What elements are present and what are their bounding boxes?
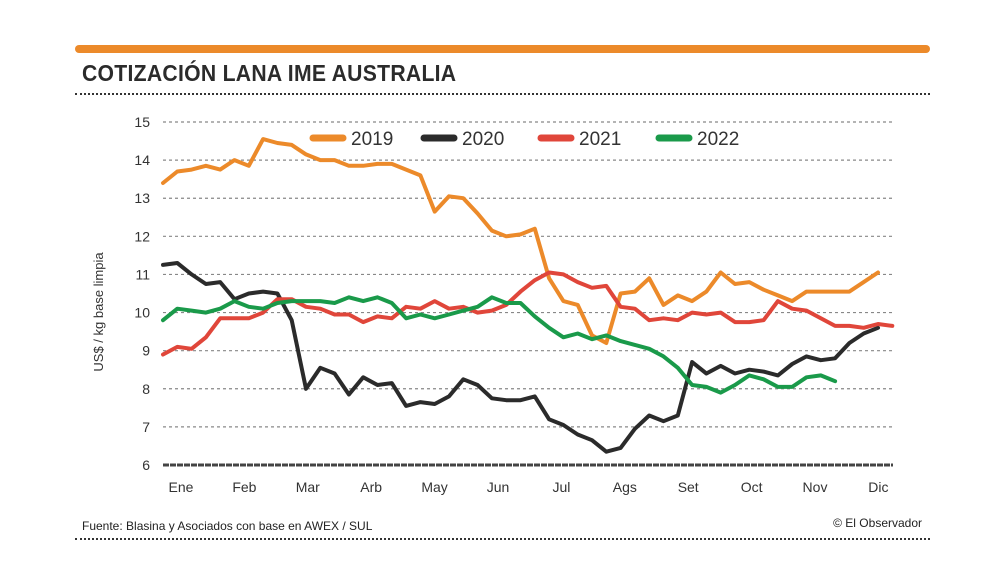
x-tick-label: Set bbox=[678, 479, 699, 495]
x-tick-label: Ene bbox=[169, 479, 194, 495]
series-lines bbox=[161, 137, 895, 454]
source-note: Fuente: Blasina y Asociados con base en … bbox=[82, 519, 373, 533]
y-tick-label: 6 bbox=[142, 457, 150, 473]
y-tick-label: 15 bbox=[134, 114, 150, 130]
x-tick-label: Mar bbox=[296, 479, 320, 495]
x-tick-labels: Ene Feb Mar Arb May Jun Jul Ags Set Oct Nov Dic bbox=[169, 479, 889, 495]
x-tick-label: Ags bbox=[613, 479, 637, 495]
x-tick-label: Jul bbox=[552, 479, 570, 495]
credit: © El Observador bbox=[833, 516, 922, 530]
x-tick-label: Feb bbox=[232, 479, 256, 495]
x-tick-label: Dic bbox=[868, 479, 888, 495]
chart-title: COTIZACIÓN LANA IME AUSTRALIA bbox=[82, 60, 457, 86]
y-tick-labels: 6 7 8 9 10 11 12 13 14 15 bbox=[134, 114, 150, 473]
y-tick-label: 10 bbox=[134, 305, 150, 321]
series-line-2019 bbox=[161, 137, 880, 345]
x-tick-label: Oct bbox=[741, 479, 763, 495]
legend-label-2019: 2019 bbox=[351, 129, 393, 150]
gridlines bbox=[163, 121, 893, 467]
y-tick-label: 14 bbox=[134, 152, 150, 168]
y-tick-label: 9 bbox=[142, 343, 150, 359]
x-tick-label: Jun bbox=[487, 479, 510, 495]
x-tick-label: Arb bbox=[360, 479, 382, 495]
y-tick-label: 13 bbox=[134, 190, 150, 206]
y-tick-label: 7 bbox=[142, 419, 150, 435]
legend-label-2020: 2020 bbox=[462, 129, 504, 150]
y-axis-label: US$ / kg base limpia bbox=[91, 252, 106, 372]
legend: 2019 2020 2021 2022 bbox=[309, 129, 739, 150]
x-tick-label: Nov bbox=[803, 479, 828, 495]
series-line-2022 bbox=[161, 295, 838, 395]
title-divider bbox=[75, 93, 930, 95]
y-tick-label: 8 bbox=[142, 381, 150, 397]
legend-label-2021: 2021 bbox=[579, 129, 621, 150]
footer-divider bbox=[75, 538, 930, 540]
y-tick-label: 12 bbox=[134, 228, 150, 244]
legend-label-2022: 2022 bbox=[697, 129, 739, 150]
series-line-2021 bbox=[161, 270, 895, 357]
title-accent-bar bbox=[75, 45, 930, 53]
y-tick-label: 11 bbox=[135, 266, 150, 282]
x-tick-label: May bbox=[421, 479, 447, 495]
